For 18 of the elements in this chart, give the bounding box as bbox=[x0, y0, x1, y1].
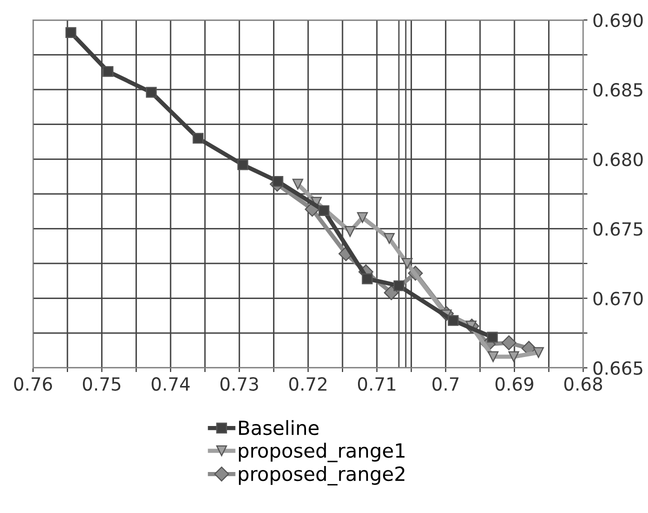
y-tick-label: 0.670 bbox=[593, 292, 643, 306]
legend-label: proposed_range1 bbox=[238, 442, 404, 462]
x-tick-label: 0.76 bbox=[14, 377, 52, 391]
x-tick-label: 0.69 bbox=[496, 377, 534, 391]
legend-label: proposed_range2 bbox=[238, 466, 404, 486]
x-tick-label: 0.73 bbox=[220, 377, 258, 391]
x-tick-label: 0.71 bbox=[358, 377, 396, 391]
x-tick-label: 0.74 bbox=[152, 377, 190, 391]
y-tick-label: 0.675 bbox=[593, 222, 642, 236]
y-tick-label: 0.685 bbox=[593, 83, 642, 97]
x-tick-label: 0.68 bbox=[564, 377, 602, 391]
y-tick-label: 0.680 bbox=[593, 152, 643, 166]
x-tick-label: 0.75 bbox=[82, 377, 120, 391]
y-tick-label: 0.690 bbox=[593, 13, 643, 28]
y-tick-label: 0.665 bbox=[593, 361, 642, 375]
legend-label: Baseline bbox=[239, 420, 319, 436]
x-tick-label: 0.72 bbox=[289, 377, 326, 391]
x-tick-label: 0.7 bbox=[432, 377, 458, 391]
